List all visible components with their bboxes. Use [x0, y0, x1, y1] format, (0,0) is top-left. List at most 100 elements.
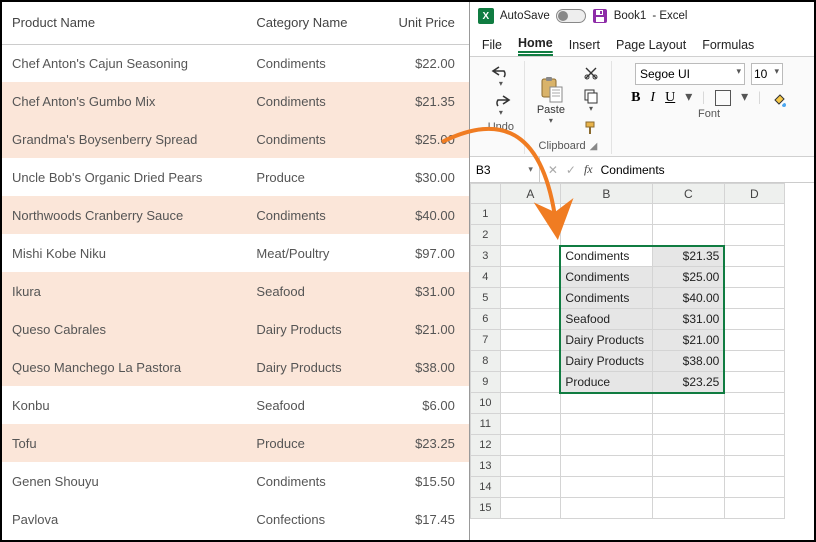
- cell-C11[interactable]: [652, 414, 724, 435]
- cell-C3[interactable]: $21.35: [652, 246, 724, 267]
- fx-icon[interactable]: fx: [584, 162, 593, 177]
- cell-C5[interactable]: $40.00: [652, 288, 724, 309]
- format-painter-button[interactable]: [579, 118, 603, 138]
- font-size-select[interactable]: [751, 63, 783, 85]
- cell-A7[interactable]: [500, 330, 560, 351]
- table-row[interactable]: Northwoods Cranberry SauceCondiments$40.…: [2, 196, 469, 234]
- table-row[interactable]: Mishi Kobe NikuMeat/Poultry$97.00: [2, 234, 469, 272]
- cell-D3[interactable]: [724, 246, 784, 267]
- cell-A1[interactable]: [500, 204, 560, 225]
- cell-C15[interactable]: [652, 498, 724, 519]
- cell-B10[interactable]: [560, 393, 652, 414]
- cell-A11[interactable]: [500, 414, 560, 435]
- cell-A10[interactable]: [500, 393, 560, 414]
- cell-D8[interactable]: [724, 351, 784, 372]
- col-header-C[interactable]: C: [652, 184, 724, 204]
- underline-button[interactable]: U: [665, 90, 675, 106]
- table-row[interactable]: Queso Manchego La PastoraDairy Products$…: [2, 348, 469, 386]
- autosave-toggle[interactable]: [556, 9, 586, 23]
- cell-A3[interactable]: [500, 246, 560, 267]
- cell-C6[interactable]: $31.00: [652, 309, 724, 330]
- col-header-B[interactable]: B: [560, 184, 652, 204]
- select-all-corner[interactable]: [470, 184, 500, 204]
- cancel-formula-icon[interactable]: ✕: [548, 163, 558, 177]
- borders-button[interactable]: [715, 90, 731, 106]
- row-header-10[interactable]: 10: [470, 393, 500, 414]
- row-header-2[interactable]: 2: [470, 225, 500, 246]
- cell-C4[interactable]: $25.00: [652, 267, 724, 288]
- cell-D14[interactable]: [724, 477, 784, 498]
- cell-D1[interactable]: [724, 204, 784, 225]
- cell-A15[interactable]: [500, 498, 560, 519]
- table-row[interactable]: Chef Anton's Cajun SeasoningCondiments$2…: [2, 44, 469, 82]
- paste-button[interactable]: Paste ▾: [533, 74, 569, 127]
- cell-A12[interactable]: [500, 435, 560, 456]
- table-row[interactable]: Genen ShouyuCondiments$15.50: [2, 462, 469, 500]
- table-row[interactable]: Queso CabralesDairy Products$21.00: [2, 310, 469, 348]
- row-header-1[interactable]: 1: [470, 204, 500, 225]
- cell-D7[interactable]: [724, 330, 784, 351]
- cell-D6[interactable]: [724, 309, 784, 330]
- row-header-11[interactable]: 11: [470, 414, 500, 435]
- save-icon[interactable]: [592, 8, 608, 24]
- cell-D11[interactable]: [724, 414, 784, 435]
- undo-button[interactable]: ▾: [486, 63, 516, 90]
- table-row[interactable]: PavlovaConfections$17.45: [2, 500, 469, 538]
- row-header-3[interactable]: 3: [470, 246, 500, 267]
- row-header-15[interactable]: 15: [470, 498, 500, 519]
- tab-page-layout[interactable]: Page Layout: [616, 38, 686, 56]
- cell-B14[interactable]: [560, 477, 652, 498]
- row-header-6[interactable]: 6: [470, 309, 500, 330]
- formula-value[interactable]: Condiments: [601, 163, 806, 177]
- table-row[interactable]: KonbuSeafood$6.00: [2, 386, 469, 424]
- fill-color-button[interactable]: [771, 91, 787, 105]
- cell-D2[interactable]: [724, 225, 784, 246]
- col-header-price[interactable]: Unit Price: [375, 2, 468, 44]
- clipboard-launcher-icon[interactable]: ◢: [590, 141, 598, 152]
- tab-insert[interactable]: Insert: [569, 38, 600, 56]
- cell-A2[interactable]: [500, 225, 560, 246]
- cell-B5[interactable]: Condiments: [560, 288, 652, 309]
- row-header-7[interactable]: 7: [470, 330, 500, 351]
- cell-C12[interactable]: [652, 435, 724, 456]
- cell-A8[interactable]: [500, 351, 560, 372]
- col-header-category[interactable]: Category Name: [246, 2, 375, 44]
- cell-C8[interactable]: $38.00: [652, 351, 724, 372]
- cell-D4[interactable]: [724, 267, 784, 288]
- row-header-13[interactable]: 13: [470, 456, 500, 477]
- accept-formula-icon[interactable]: ✓: [566, 163, 576, 177]
- cell-B8[interactable]: Dairy Products: [560, 351, 652, 372]
- cell-C13[interactable]: [652, 456, 724, 477]
- cell-A13[interactable]: [500, 456, 560, 477]
- cell-A6[interactable]: [500, 309, 560, 330]
- row-header-12[interactable]: 12: [470, 435, 500, 456]
- table-row[interactable]: Uncle Bob's Organic Dried PearsProduce$3…: [2, 158, 469, 196]
- redo-button[interactable]: ▾: [486, 92, 516, 119]
- cell-C7[interactable]: $21.00: [652, 330, 724, 351]
- cell-B4[interactable]: Condiments: [560, 267, 652, 288]
- table-row[interactable]: Chef Anton's Gumbo MixCondiments$21.35: [2, 82, 469, 120]
- cell-A9[interactable]: [500, 372, 560, 393]
- spreadsheet-grid[interactable]: ABCD123Condiments$21.354Condiments$25.00…: [470, 183, 814, 540]
- cell-A4[interactable]: [500, 267, 560, 288]
- italic-button[interactable]: I: [650, 90, 655, 106]
- cell-A5[interactable]: [500, 288, 560, 309]
- cell-C9[interactable]: $23.25: [652, 372, 724, 393]
- cell-B11[interactable]: [560, 414, 652, 435]
- cell-B13[interactable]: [560, 456, 652, 477]
- copy-button[interactable]: ▾: [579, 86, 603, 115]
- cell-B15[interactable]: [560, 498, 652, 519]
- cell-C14[interactable]: [652, 477, 724, 498]
- col-header-D[interactable]: D: [724, 184, 784, 204]
- cell-B2[interactable]: [560, 225, 652, 246]
- cell-A14[interactable]: [500, 477, 560, 498]
- font-family-select[interactable]: [635, 63, 745, 85]
- cell-B6[interactable]: Seafood: [560, 309, 652, 330]
- row-header-8[interactable]: 8: [470, 351, 500, 372]
- cell-D15[interactable]: [724, 498, 784, 519]
- cell-B12[interactable]: [560, 435, 652, 456]
- cell-C2[interactable]: [652, 225, 724, 246]
- cell-B9[interactable]: Produce: [560, 372, 652, 393]
- cell-C10[interactable]: [652, 393, 724, 414]
- chevron-down-icon[interactable]: ▾: [528, 164, 533, 175]
